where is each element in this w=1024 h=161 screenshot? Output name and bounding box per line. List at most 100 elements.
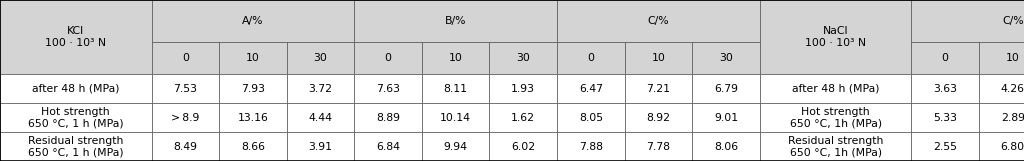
Text: 7.78: 7.78 <box>646 142 671 152</box>
Text: 2.89: 2.89 <box>1000 113 1024 123</box>
Text: 0: 0 <box>588 53 594 63</box>
Bar <box>692 103 760 132</box>
Bar <box>489 42 557 74</box>
Bar <box>152 0 354 42</box>
Text: 6.79: 6.79 <box>714 84 738 94</box>
Text: 10: 10 <box>1006 53 1020 63</box>
Bar <box>287 132 354 161</box>
Bar <box>0 74 152 103</box>
Text: 30: 30 <box>719 53 733 63</box>
Text: 7.88: 7.88 <box>579 142 603 152</box>
Bar <box>219 42 287 74</box>
Text: B/%: B/% <box>445 16 466 26</box>
Bar <box>0 0 152 74</box>
Bar <box>979 42 1024 74</box>
Text: 7.63: 7.63 <box>376 84 400 94</box>
Text: Hot strength
650 °C, 1h (MPa): Hot strength 650 °C, 1h (MPa) <box>790 107 882 128</box>
Text: 3.72: 3.72 <box>308 84 333 94</box>
Bar <box>422 74 489 103</box>
Bar <box>911 42 979 74</box>
Text: Residual strength
650 °C, 1 h (MPa): Residual strength 650 °C, 1 h (MPa) <box>28 136 124 157</box>
Text: 10: 10 <box>449 53 463 63</box>
Text: C/%: C/% <box>647 16 670 26</box>
Bar <box>760 74 911 103</box>
Text: 10: 10 <box>651 53 666 63</box>
Text: 9.01: 9.01 <box>714 113 738 123</box>
Bar <box>489 74 557 103</box>
Bar <box>760 0 911 74</box>
Text: 3.91: 3.91 <box>308 142 333 152</box>
Text: 4.44: 4.44 <box>308 113 333 123</box>
Bar <box>979 132 1024 161</box>
Text: A/%: A/% <box>243 16 263 26</box>
Text: 30: 30 <box>313 53 328 63</box>
Text: KCl
100 · 10³ N: KCl 100 · 10³ N <box>45 26 106 48</box>
Bar <box>287 103 354 132</box>
Text: 10.14: 10.14 <box>440 113 471 123</box>
Bar <box>152 132 219 161</box>
Text: 8.89: 8.89 <box>376 113 400 123</box>
Bar <box>354 132 422 161</box>
Text: 6.47: 6.47 <box>579 84 603 94</box>
Bar <box>625 103 692 132</box>
Text: after 48 h (MPa): after 48 h (MPa) <box>792 84 880 94</box>
Text: Residual strength
650 °C, 1h (MPa): Residual strength 650 °C, 1h (MPa) <box>787 136 884 157</box>
Bar <box>760 103 911 132</box>
Bar <box>979 103 1024 132</box>
Text: 10: 10 <box>246 53 260 63</box>
Bar <box>625 132 692 161</box>
Text: 9.94: 9.94 <box>443 142 468 152</box>
Bar <box>557 74 625 103</box>
Bar <box>152 74 219 103</box>
Bar <box>979 74 1024 103</box>
Text: 1.93: 1.93 <box>511 84 536 94</box>
Bar <box>489 103 557 132</box>
Bar <box>557 103 625 132</box>
Bar <box>911 103 979 132</box>
Text: 8.49: 8.49 <box>173 142 198 152</box>
Bar <box>557 132 625 161</box>
Text: 3.63: 3.63 <box>933 84 957 94</box>
Text: 8.05: 8.05 <box>579 113 603 123</box>
Text: 5.33: 5.33 <box>933 113 957 123</box>
Bar <box>287 74 354 103</box>
Text: 13.16: 13.16 <box>238 113 268 123</box>
Bar <box>625 42 692 74</box>
Bar <box>692 132 760 161</box>
Bar <box>557 42 625 74</box>
Bar <box>760 132 911 161</box>
Bar <box>354 0 557 42</box>
Bar <box>692 42 760 74</box>
Text: NaCl
100 · 10³ N: NaCl 100 · 10³ N <box>805 26 866 48</box>
Bar <box>152 103 219 132</box>
Text: 8.06: 8.06 <box>714 142 738 152</box>
Text: 0: 0 <box>182 53 188 63</box>
Text: 7.93: 7.93 <box>241 84 265 94</box>
Text: after 48 h (MPa): after 48 h (MPa) <box>32 84 120 94</box>
Bar <box>557 0 760 42</box>
Text: 8.11: 8.11 <box>443 84 468 94</box>
Bar <box>219 103 287 132</box>
Text: C/%: C/% <box>1001 16 1024 26</box>
Text: 2.55: 2.55 <box>933 142 957 152</box>
Text: 7.21: 7.21 <box>646 84 671 94</box>
Bar <box>152 42 219 74</box>
Bar <box>911 132 979 161</box>
Bar <box>354 103 422 132</box>
Text: 7.53: 7.53 <box>173 84 198 94</box>
Bar <box>219 132 287 161</box>
Bar <box>287 42 354 74</box>
Bar <box>422 103 489 132</box>
Bar <box>422 42 489 74</box>
Text: 0: 0 <box>385 53 391 63</box>
Bar <box>911 74 979 103</box>
Text: 0: 0 <box>942 53 948 63</box>
Text: 4.26: 4.26 <box>1000 84 1024 94</box>
Text: 6.80: 6.80 <box>1000 142 1024 152</box>
Bar <box>489 132 557 161</box>
Bar <box>692 74 760 103</box>
Text: 1.62: 1.62 <box>511 113 536 123</box>
Text: 6.02: 6.02 <box>511 142 536 152</box>
Bar <box>911 0 1024 42</box>
Text: 30: 30 <box>516 53 530 63</box>
